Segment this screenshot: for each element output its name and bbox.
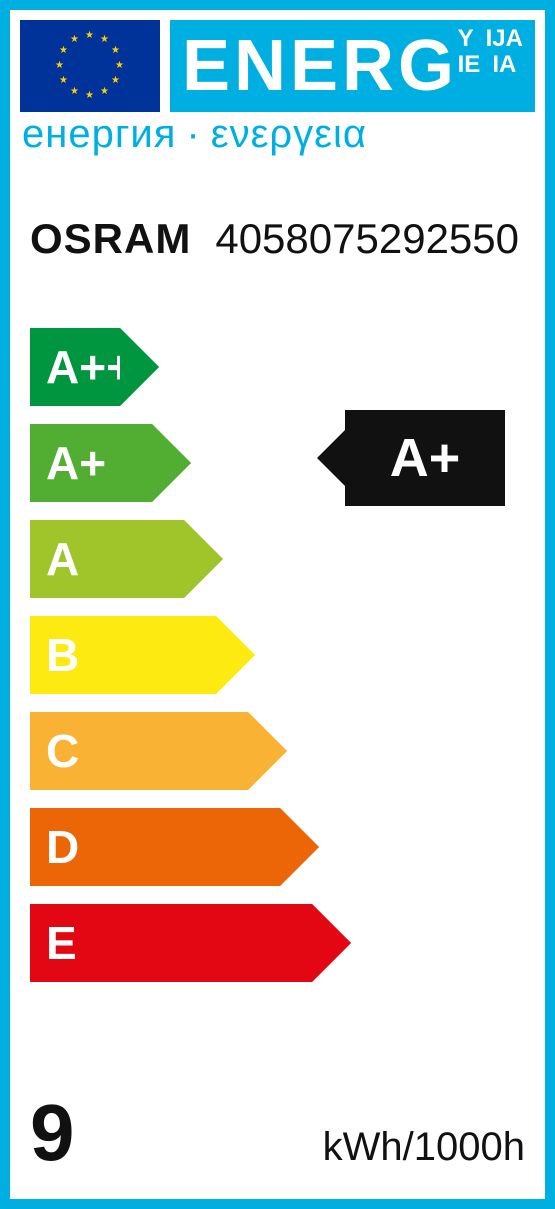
rating-row: A+A+ [30, 419, 545, 507]
eu-flag-icon: ★★★★★★★★★★★★ [20, 20, 160, 112]
rating-bar: D [30, 808, 280, 886]
footer: 9 kWh/1000h [30, 1087, 525, 1179]
kwh-unit: kWh/1000h [323, 1125, 525, 1170]
rating-row: C [30, 707, 545, 795]
rating-row: A++ [30, 323, 545, 411]
energy-label: ★★★★★★★★★★★★ ENERG YIJAIEIA енергия·ενερ… [0, 0, 555, 1209]
rating-row: E [30, 899, 545, 987]
rating-bar: C [30, 712, 248, 790]
rating-chart: A++A+A+ABCDE [10, 323, 545, 987]
rating-pointer: A+ [325, 410, 525, 506]
energy-title: ENERG [182, 30, 458, 102]
rating-bar: A+ [30, 424, 152, 502]
product-id: 4058075292550 [215, 215, 519, 263]
rating-row: B [30, 611, 545, 699]
energy-subtitle-dot: · [176, 112, 210, 156]
rating-bar: E [30, 904, 312, 982]
product-row: OSRAM 4058075292550 [10, 165, 545, 263]
energy-subtitle-right: ενεργεια [211, 112, 367, 156]
energy-title-box: ENERG YIJAIEIA [170, 20, 535, 112]
rating-bar: B [30, 616, 216, 694]
energy-subtitle: енергия·ενεργεια [10, 112, 545, 165]
rating-bar: A [30, 520, 184, 598]
kwh-value: 9 [30, 1087, 75, 1179]
header: ★★★★★★★★★★★★ ENERG YIJAIEIA [10, 10, 545, 112]
brand-name: OSRAM [30, 215, 191, 263]
rating-row: A [30, 515, 545, 603]
energy-subtitle-left: енергия [22, 112, 176, 156]
rating-bar: A++ [30, 328, 120, 406]
energy-title-suffix: YIJAIEIA [458, 26, 523, 79]
rating-row: D [30, 803, 545, 891]
